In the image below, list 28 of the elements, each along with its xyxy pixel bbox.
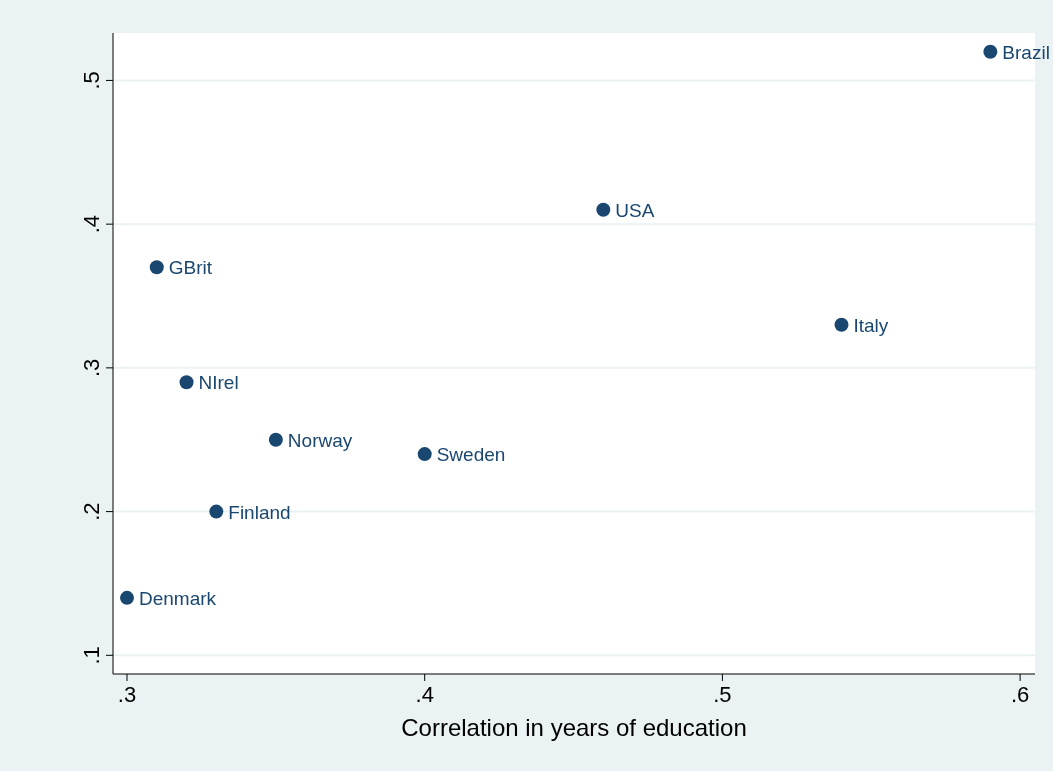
y-tick-label: .5 <box>79 71 104 90</box>
point <box>268 432 283 447</box>
annotation: Denmark <box>138 587 217 609</box>
x-tick-label: .6 <box>1010 682 1030 707</box>
y-tick-label: .4 <box>79 214 104 234</box>
point <box>179 375 194 390</box>
x-tick-label: .4 <box>415 682 434 707</box>
annotation: Brazil <box>1002 41 1050 63</box>
annotation: Sweden <box>436 444 506 466</box>
point <box>417 447 432 462</box>
point <box>983 44 998 59</box>
y-tick-label: .3 <box>79 358 104 378</box>
annotation: USA <box>615 199 655 221</box>
point <box>209 504 224 519</box>
point <box>834 317 849 332</box>
point <box>119 590 134 605</box>
annotation: Finland <box>228 501 291 523</box>
y-tick-label: .2 <box>79 502 104 521</box>
annotation: Italy <box>853 314 889 336</box>
y-tick-label: .1 <box>79 646 104 665</box>
annotation: NIrel <box>198 372 239 394</box>
x-tick-label: .5 <box>713 682 732 707</box>
point <box>596 202 611 217</box>
annotation: Norway <box>287 429 353 451</box>
x-axis-title: Correlation in years of education <box>401 714 747 741</box>
x-tick-label: .3 <box>117 682 137 707</box>
point <box>149 260 164 275</box>
annotation: GBrit <box>168 257 213 279</box>
